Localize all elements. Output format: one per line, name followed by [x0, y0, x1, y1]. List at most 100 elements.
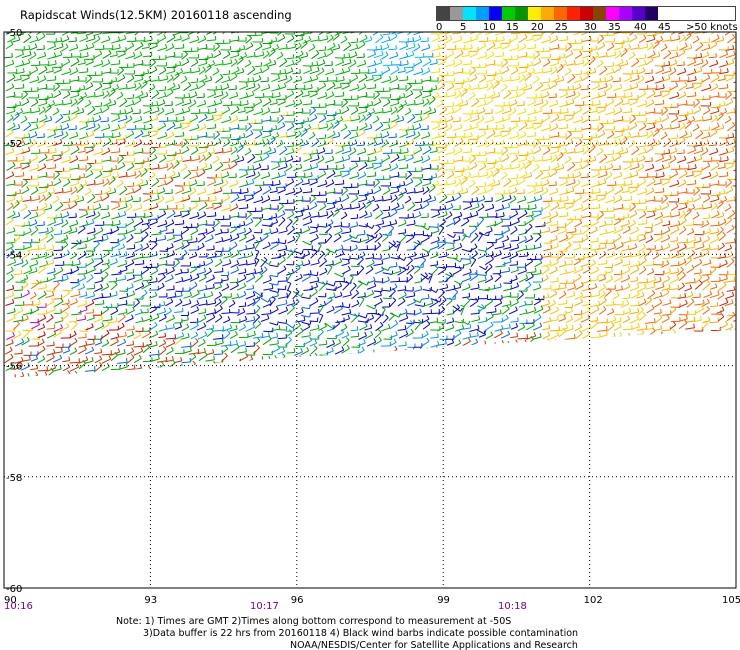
wind-barb: [126, 330, 135, 338]
wind-barb: [647, 172, 658, 178]
wind-barb: [117, 155, 124, 164]
wind-barb: [614, 43, 624, 51]
wind-barb: [661, 226, 671, 235]
wind-barb: [638, 142, 647, 148]
wind-barb: [509, 107, 517, 116]
wind-barb: [54, 99, 64, 107]
wind-barb: [293, 56, 302, 66]
wind-barb: [231, 293, 240, 300]
wind-barb: [454, 67, 464, 74]
wind-barb: [341, 314, 351, 322]
wind-barb: [654, 354, 665, 363]
wind-barb: [455, 132, 466, 138]
wind-barb: [236, 362, 246, 372]
wind-barb: [501, 267, 511, 274]
wind-barb: [566, 147, 576, 155]
wind-barb: [29, 124, 39, 132]
wind-barb: [46, 244, 55, 252]
wind-barb: [103, 186, 112, 195]
wind-barb: [678, 310, 689, 316]
wind-barb: [175, 98, 185, 107]
wind-barb: [478, 340, 487, 347]
wind-barb: [350, 115, 361, 122]
wind-barb: [358, 314, 368, 319]
wind-barb: [252, 37, 263, 43]
wind-barb: [646, 130, 654, 139]
wind-barb: [495, 212, 505, 219]
wind-barb: [510, 298, 519, 307]
wind-barb: [468, 91, 476, 100]
wind-barb: [108, 175, 116, 185]
wind-barb: [101, 59, 111, 68]
wind-barb: [181, 146, 190, 155]
wind-barb: [606, 226, 617, 234]
wind-barb: [535, 169, 544, 180]
wind-barb: [316, 357, 327, 363]
wind-barb: [205, 45, 215, 50]
wind-barb: [260, 165, 269, 171]
color-scale-label: 45: [658, 22, 671, 33]
wind-barb: [589, 266, 600, 275]
wind-barb: [501, 202, 511, 210]
wind-barb: [733, 232, 736, 235]
wind-barb: [229, 91, 239, 100]
wind-barb: [126, 234, 134, 243]
wind-barb: [350, 214, 359, 220]
wind-barb: [485, 115, 495, 124]
wind-barb: [708, 244, 720, 251]
wind-barb: [174, 156, 184, 164]
wind-barb: [702, 332, 712, 338]
wind-barb: [548, 266, 558, 275]
wind-barb: [598, 306, 607, 315]
wind-barb: [477, 271, 488, 277]
wind-barb: [117, 138, 126, 146]
wind-barb: [702, 259, 712, 266]
wind-barb: [101, 147, 111, 156]
wind-barb: [573, 76, 583, 84]
wind-barb: [78, 340, 88, 348]
wind-barb: [253, 83, 261, 92]
wind-barb: [246, 51, 256, 59]
wind-barb: [700, 189, 711, 195]
wind-barb: [399, 130, 409, 139]
wind-barb: [398, 214, 409, 219]
wind-barb: [261, 171, 271, 180]
wind-barb: [430, 155, 441, 162]
wind-barb: [293, 163, 303, 172]
wind-barb: [44, 116, 53, 123]
wind-barb: [461, 283, 471, 291]
wind-barb: [349, 132, 359, 140]
wind-barb: [133, 139, 143, 148]
wind-barb: [510, 154, 519, 163]
wind-barb: [397, 155, 406, 162]
wind-barb: [725, 133, 735, 139]
wind-barb: [262, 39, 273, 45]
wind-barb: [38, 99, 48, 107]
wind-barb: [724, 299, 734, 307]
wind-barb: [44, 93, 54, 100]
wind-barb: [149, 127, 159, 132]
wind-barb: [213, 219, 220, 228]
wind-barb: [37, 139, 47, 148]
wind-barb: [374, 297, 383, 307]
wind-barb: [53, 125, 63, 131]
wind-barb: [341, 194, 350, 203]
wind-barb: [661, 202, 670, 211]
wind-barb: [71, 106, 80, 115]
wind-barb: [301, 294, 311, 300]
wind-barb: [725, 373, 734, 378]
wind-barb: [677, 238, 688, 244]
wind-barb: [501, 130, 510, 138]
wind-barb: [709, 171, 719, 180]
wind-barb: [85, 205, 95, 211]
wind-barb: [671, 351, 681, 356]
wind-barb: [518, 300, 527, 308]
wind-barb: [637, 187, 648, 196]
wind-barb: [574, 219, 583, 228]
wind-barb: [364, 199, 372, 209]
wind-barb: [662, 123, 672, 131]
wind-barb: [495, 116, 505, 124]
wind-barb: [573, 164, 583, 172]
wind-barb: [670, 202, 679, 211]
wind-barb: [180, 261, 191, 267]
